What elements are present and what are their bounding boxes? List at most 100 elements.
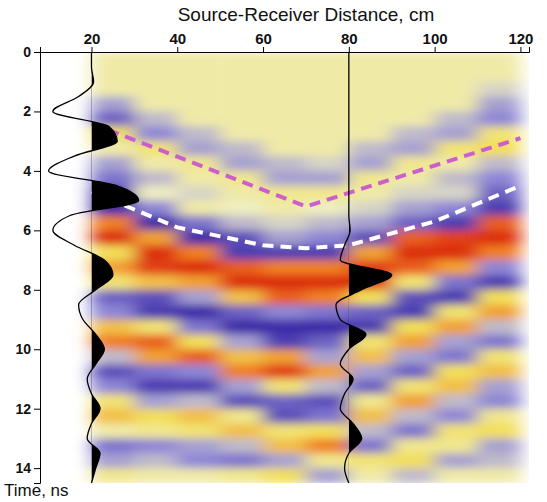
heatmap-cell — [263, 171, 306, 186]
heatmap-cell — [220, 245, 263, 260]
heatmap — [91, 52, 520, 483]
heatmap-cell — [91, 290, 134, 305]
heatmap-cell — [392, 334, 435, 349]
heatmap-cell — [263, 394, 306, 409]
heatmap-cell — [306, 334, 349, 349]
heatmap-cell — [134, 320, 177, 335]
heatmap-cell — [392, 409, 435, 424]
heatmap-cell — [91, 320, 134, 335]
heatmap-cell — [392, 245, 435, 260]
heatmap-cell — [349, 141, 392, 156]
heatmap-cell — [263, 230, 306, 245]
heatmap-cell — [220, 305, 263, 320]
heatmap-cell — [91, 364, 134, 379]
heatmap-cell — [435, 364, 478, 379]
heatmap-cell — [134, 453, 177, 468]
heatmap-cell — [134, 126, 177, 141]
heatmap-cell — [177, 245, 220, 260]
y-tick: 2 — [23, 103, 40, 119]
heatmap-cell — [220, 379, 263, 394]
heatmap-cell — [91, 67, 134, 82]
heatmap-cell — [349, 201, 392, 216]
chart-title: Source-Receiver Distance, cm — [178, 4, 435, 25]
heatmap-cell — [134, 364, 177, 379]
heatmap-cell — [435, 82, 478, 97]
heatmap-cell — [349, 349, 392, 364]
heatmap-cell — [435, 111, 478, 126]
heatmap-cell — [220, 409, 263, 424]
x-tick-label: 40 — [169, 30, 186, 47]
heatmap-cell — [91, 97, 134, 112]
heatmap-cell — [435, 409, 478, 424]
heatmap-cell — [392, 52, 435, 67]
heatmap-cell — [177, 186, 220, 201]
heatmap-cell — [220, 111, 263, 126]
x-tick-mark — [520, 47, 521, 52]
heatmap-cell — [306, 453, 349, 468]
heatmap-cell — [349, 409, 392, 424]
heatmap-cell — [349, 468, 392, 483]
x-tick-mark — [349, 47, 350, 52]
heatmap-cell — [263, 349, 306, 364]
heatmap-cell — [478, 438, 521, 453]
heatmap-cell — [306, 52, 349, 67]
heatmap-cell — [220, 275, 263, 290]
heatmap-cell — [263, 141, 306, 156]
heatmap-cell — [134, 82, 177, 97]
heatmap-cell — [263, 126, 306, 141]
heatmap-cell — [220, 424, 263, 439]
heatmap-cell — [263, 97, 306, 112]
trace-fill — [349, 52, 392, 483]
heatmap-cell — [392, 156, 435, 171]
heatmap-cell — [478, 111, 521, 126]
heatmap-cell — [435, 245, 478, 260]
y-axis: 02468101214 — [15, 44, 40, 484]
heatmap-cell — [134, 409, 177, 424]
dashed-line — [91, 186, 520, 248]
heatmap-cell — [177, 201, 220, 216]
heatmap-cell — [177, 171, 220, 186]
heatmap-cell — [349, 67, 392, 82]
heatmap-cell — [435, 52, 478, 67]
heatmap-cell — [91, 424, 134, 439]
heatmap-cell — [91, 305, 134, 320]
heatmap-cell — [177, 364, 220, 379]
heatmap-cell — [306, 438, 349, 453]
heatmap-cell — [220, 201, 263, 216]
x-tick-label: 120 — [508, 30, 533, 47]
heatmap-cell — [478, 260, 521, 275]
heatmap-cell — [134, 305, 177, 320]
heatmap-cell — [220, 82, 263, 97]
heatmap-cell — [306, 171, 349, 186]
heatmap-cell — [349, 245, 392, 260]
heatmap-cell — [220, 468, 263, 483]
heatmap-cell — [263, 453, 306, 468]
heatmap-cell — [134, 245, 177, 260]
heatmap-cell — [478, 424, 521, 439]
heatmap-cell — [220, 364, 263, 379]
y-tick-label: 6 — [23, 222, 31, 238]
heatmap-cell — [435, 349, 478, 364]
heatmap-cell — [220, 126, 263, 141]
heatmap-cell — [349, 215, 392, 230]
heatmap-cell — [392, 275, 435, 290]
heatmap-cell — [478, 230, 521, 245]
heatmap-cell — [134, 230, 177, 245]
heatmap-cell — [349, 156, 392, 171]
heatmap-cell — [220, 320, 263, 335]
radargram-chart: 2040608010012002468101214Source-Receiver… — [0, 0, 547, 502]
y-tick-mark — [34, 409, 40, 410]
heatmap-cell — [349, 82, 392, 97]
heatmap-cell — [220, 290, 263, 305]
heatmap-cell — [435, 186, 478, 201]
heatmap-cell — [134, 171, 177, 186]
x-tick-mark — [435, 47, 436, 52]
y-tick: 12 — [15, 401, 40, 417]
x-tick-mark — [91, 47, 92, 52]
heatmap-cell — [177, 394, 220, 409]
heatmap-cell — [392, 364, 435, 379]
y-axis-line — [34, 53, 41, 484]
heatmap-cell — [392, 320, 435, 335]
heatmap-cell — [435, 230, 478, 245]
heatmap-cell — [91, 379, 134, 394]
